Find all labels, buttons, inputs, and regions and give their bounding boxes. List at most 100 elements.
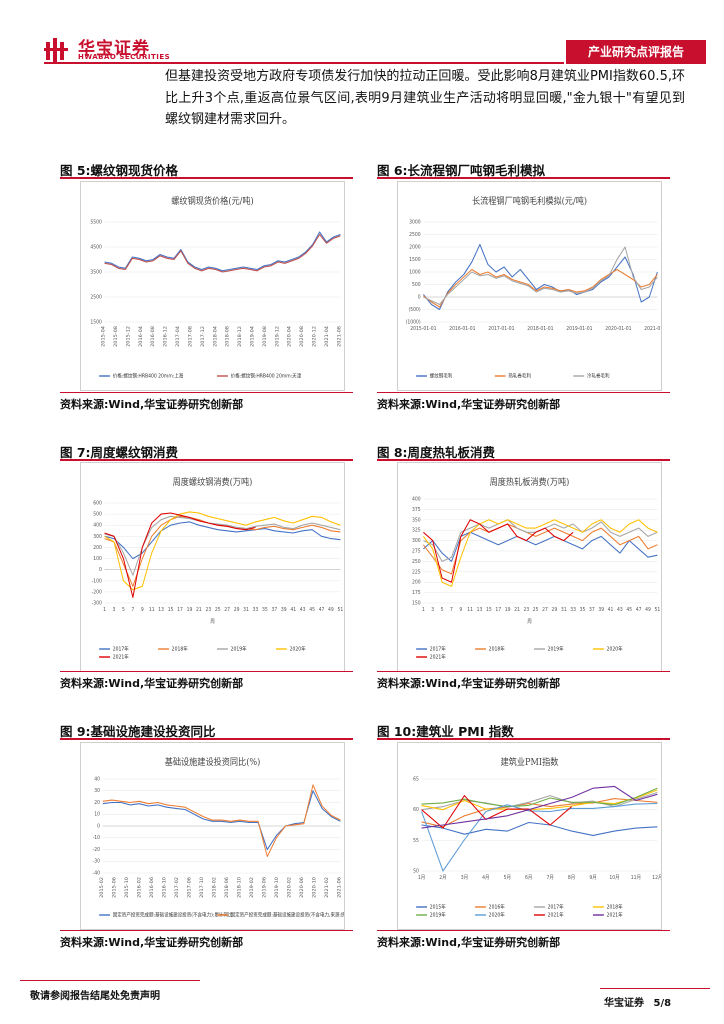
y-tick-label: 150 — [412, 600, 421, 606]
x-tick-label: 15 — [486, 607, 492, 613]
fig5-title-rule — [60, 177, 353, 179]
x-tick-label: 2018-04 — [212, 326, 218, 347]
fig6-source: 资料来源:Wind,华宝证券研究创新部 — [377, 398, 561, 411]
legend-label: 2019年 — [430, 911, 446, 918]
y-tick-label: -200 — [92, 589, 102, 595]
x-tick-label: 37 — [589, 607, 595, 613]
fig9-series-line — [102, 784, 341, 858]
x-tick-label: 12月 — [652, 875, 661, 881]
x-tick-label: 2021-02 — [324, 877, 330, 898]
x-tick-label: 27 — [224, 607, 230, 613]
fig6-series-line — [423, 246, 658, 306]
x-tick-label: 2015-10 — [124, 877, 130, 898]
header-rule — [44, 62, 564, 64]
x-tick-label: 2020-01-01 — [605, 326, 631, 332]
fig6-svg: 长流程钢厂吨钢毛利模拟(元/吨) 3000 2500 2000 1500 1000 500 0… — [406, 195, 661, 380]
x-tick-label: 8月 — [568, 875, 575, 881]
y-tick-label: 200 — [412, 580, 421, 586]
x-tick-label: 3 — [431, 607, 434, 613]
legend-label: 2017年 — [548, 903, 564, 910]
x-tick-label: 2015-08 — [113, 326, 119, 347]
x-tick-label: 7 — [131, 607, 134, 613]
fig5-series-line — [104, 233, 341, 273]
y-tick-label: 500 — [93, 511, 102, 517]
x-tick-label: 17 — [177, 607, 183, 613]
x-tick-label: 29 — [552, 607, 558, 613]
fig8-title: 图 8:周度热轧板消费 — [377, 445, 496, 460]
x-tick-label: 3月 — [461, 875, 468, 881]
x-tick-label: 45 — [626, 607, 632, 613]
x-tick-label: 2015-06 — [111, 877, 117, 898]
x-axis-label: 周 — [527, 619, 532, 625]
fig7-series-line — [104, 515, 341, 587]
y-tick-label: 400 — [412, 496, 421, 502]
fig5-title: 图 5:螺纹钢现货价格 — [60, 163, 179, 178]
y-tick-label: 225 — [412, 569, 421, 575]
x-tick-label: 2018-12 — [237, 326, 243, 347]
fig7-series-line — [104, 511, 341, 591]
x-tick-label: 19 — [187, 607, 193, 613]
x-tick-label: 43 — [300, 607, 306, 613]
fig9-svg: 基础设施建设投资同比(%)403020100-10-20-30-402015-0… — [93, 756, 344, 919]
y-tick-label: 65 — [413, 776, 419, 782]
x-tick-label: 2020-04 — [287, 326, 293, 347]
fig5-series-line — [104, 231, 341, 272]
brand-name-en: HWABAO SECURITIES — [78, 53, 171, 61]
fig6-series-line — [423, 243, 658, 311]
x-tick-label: 2015-04 — [101, 326, 107, 347]
x-tick-label: 11 — [467, 607, 473, 613]
fig8-source: 资料来源:Wind,华宝证券研究创新部 — [377, 677, 561, 690]
fig8-source-rule — [377, 671, 670, 672]
x-tick-label: 2021-06 — [337, 877, 343, 898]
y-tick-label: 325 — [412, 528, 421, 534]
y-tick-label: 350 — [412, 517, 421, 523]
fig8-title-rule — [377, 459, 670, 461]
x-tick-label: 41 — [608, 607, 614, 613]
x-tick-label: 33 — [253, 607, 259, 613]
legend-label: 冷轧卷毛利 — [587, 372, 610, 379]
fig6-title: 图 6:长流程钢厂吨钢毛利模拟 — [377, 163, 546, 178]
y-tick-label: 1000 — [409, 269, 421, 275]
y-tick-label: 30 — [94, 788, 100, 794]
x-tick-label: 2月 — [439, 875, 446, 881]
x-tick-label: 1 — [103, 607, 106, 613]
fig10-series-line — [421, 785, 658, 829]
x-tick-label: 2021-04 — [324, 326, 330, 347]
fig9-chart-title: 基础设施建设投资同比(%) — [165, 756, 261, 769]
fig10-series-line — [421, 802, 658, 872]
y-tick-label: 300 — [93, 534, 102, 540]
x-tick-label: 43 — [617, 607, 623, 613]
legend-label: 2015年 — [430, 903, 446, 910]
x-tick-label: 2015-02 — [99, 877, 105, 898]
fig10-title: 图 10:建筑业 PMI 指数 — [377, 724, 514, 739]
x-tick-label: 15 — [168, 607, 174, 613]
x-tick-label: 23 — [523, 607, 529, 613]
x-tick-label: 7月 — [546, 875, 553, 881]
y-tick-label: 0 — [97, 823, 100, 829]
fig7-source: 资料来源:Wind,华宝证券研究创新部 — [60, 677, 244, 690]
x-tick-label: 2020-08 — [299, 326, 305, 347]
x-tick-label: 2017-12 — [200, 326, 206, 347]
fig5-chart-title: 螺纹钢现货价格(元/吨) — [171, 195, 253, 208]
page-number: 5/8 — [653, 998, 672, 1009]
fig10-chart-title: 建筑业PMI指数 — [501, 756, 559, 769]
x-tick-label: 47 — [319, 607, 325, 613]
legend-label: 热轧卷毛利 — [508, 372, 531, 379]
fig5-source-rule — [60, 392, 353, 393]
x-tick-label: 2017-02 — [174, 877, 180, 898]
x-tick-label: 2019-12 — [275, 326, 281, 347]
y-tick-label: 275 — [412, 548, 421, 554]
x-tick-label: 2017-01-01 — [488, 326, 514, 332]
y-tick-label: 250 — [412, 559, 421, 565]
fig7-source-rule — [60, 671, 353, 672]
fig8-series-line — [423, 523, 658, 575]
x-tick-label: 2016-08 — [150, 326, 156, 347]
x-tick-label: 21 — [196, 607, 202, 613]
y-tick-label: 10 — [94, 812, 100, 818]
y-tick-label: 2500 — [90, 294, 102, 300]
x-tick-label: 2016-04 — [138, 326, 144, 347]
y-tick-label: 40 — [94, 776, 100, 782]
x-tick-label: 5 — [441, 607, 444, 613]
fig8-series-line — [423, 519, 574, 583]
fig10-source-rule — [377, 930, 670, 931]
